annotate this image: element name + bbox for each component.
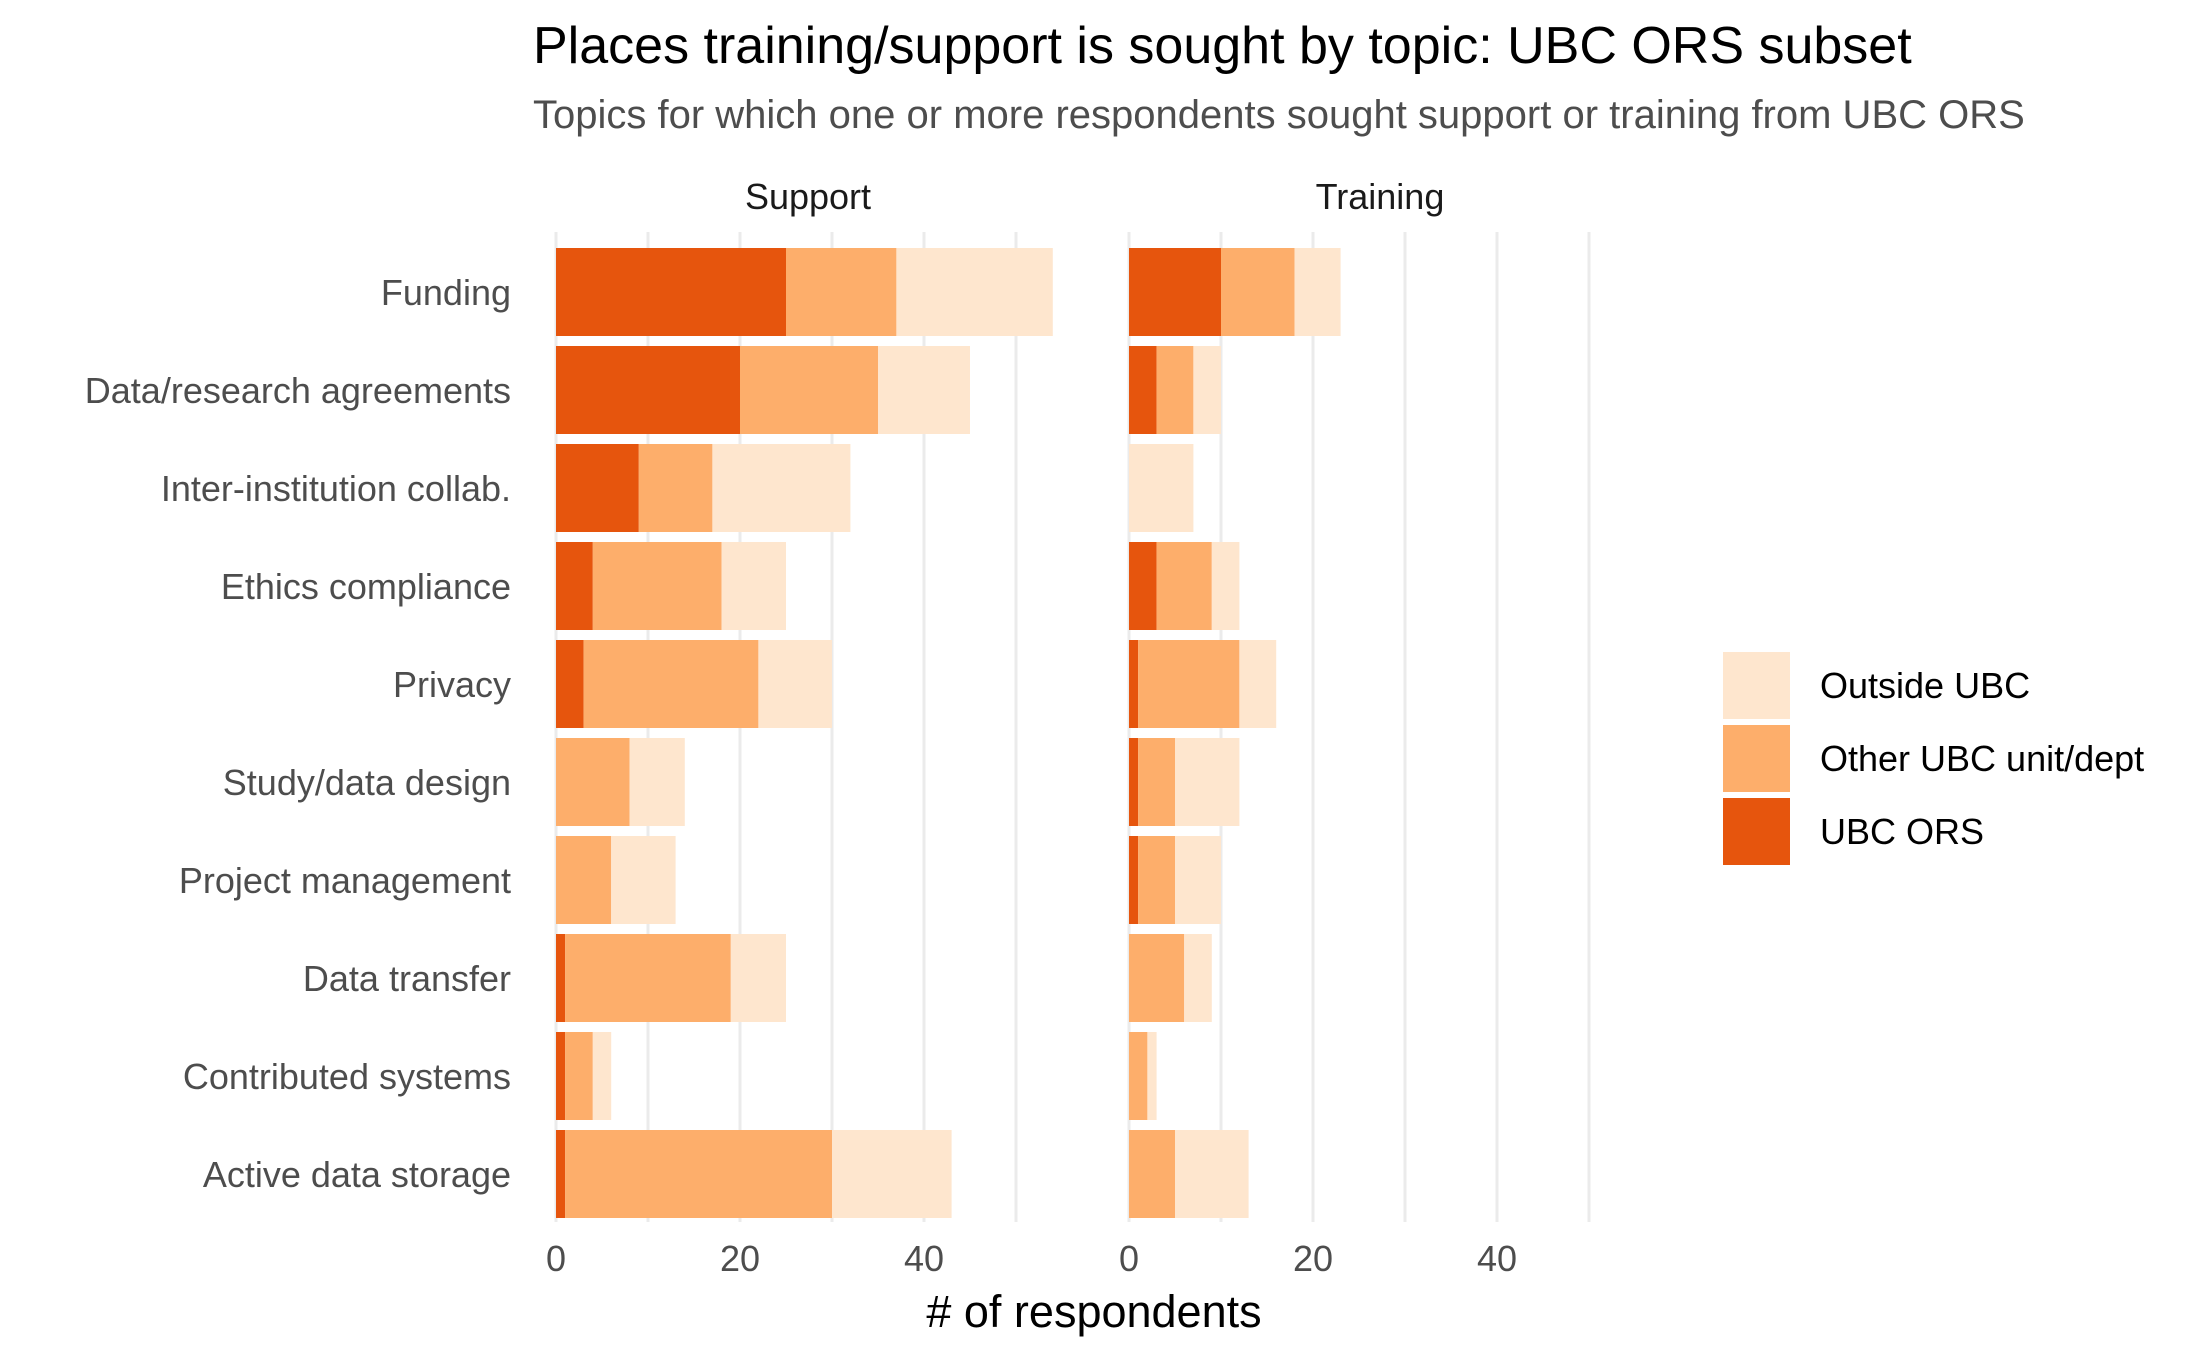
facet-label-support: Support bbox=[745, 176, 871, 217]
bar-support-data-transfer-outside-ubc bbox=[730, 934, 786, 1022]
x-tick-label: 0 bbox=[546, 1238, 566, 1279]
bar-support-inter-institution-collab-outside-ubc bbox=[712, 444, 851, 532]
bar-training-active-data-storage-outside-ubc bbox=[1175, 1130, 1249, 1218]
bar-training-ethics-compliance-ubc-ors bbox=[1129, 542, 1157, 630]
bar-support-data-research-agreements-outside-ubc bbox=[878, 346, 970, 434]
bar-support-data-research-agreements-other-ubc-unit-dept bbox=[740, 346, 878, 434]
bar-training-study-data-design-other-ubc-unit-dept bbox=[1138, 738, 1175, 826]
bar-training-data-research-agreements-ubc-ors bbox=[1129, 346, 1157, 434]
y-tick-label: Project management bbox=[179, 860, 511, 901]
bar-support-active-data-storage-ubc-ors bbox=[556, 1130, 566, 1218]
bar-training-privacy-ubc-ors bbox=[1129, 640, 1139, 728]
legend-label: Outside UBC bbox=[1820, 665, 2030, 706]
bar-training-data-transfer-outside-ubc bbox=[1184, 934, 1212, 1022]
legend-label: Other UBC unit/dept bbox=[1820, 738, 2144, 779]
bar-training-project-management-ubc-ors bbox=[1129, 836, 1139, 924]
bar-support-data-transfer-ubc-ors bbox=[556, 934, 566, 1022]
x-tick-label: 20 bbox=[720, 1238, 760, 1279]
bar-training-ethics-compliance-other-ubc-unit-dept bbox=[1156, 542, 1212, 630]
bar-training-funding-other-ubc-unit-dept bbox=[1221, 248, 1295, 336]
bar-support-funding-outside-ubc bbox=[896, 248, 1053, 336]
chart-title: Places training/support is sought by top… bbox=[533, 17, 1912, 75]
bar-training-inter-institution-collab-outside-ubc bbox=[1129, 444, 1194, 532]
legend: Outside UBC Other UBC unit/dept UBC ORS bbox=[1723, 652, 2144, 865]
legend-label: UBC ORS bbox=[1820, 811, 1984, 852]
bar-training-study-data-design-outside-ubc bbox=[1175, 738, 1240, 826]
x-axis-ticks: 0 20 40 0 20 40 bbox=[546, 1238, 1517, 1279]
bar-training-data-transfer-other-ubc-unit-dept bbox=[1129, 934, 1185, 1022]
bar-training-funding-ubc-ors bbox=[1129, 248, 1221, 336]
bar-training-project-management-outside-ubc bbox=[1175, 836, 1221, 924]
bar-training-active-data-storage-other-ubc-unit-dept bbox=[1129, 1130, 1175, 1218]
x-tick-label: 0 bbox=[1119, 1238, 1139, 1279]
facet-label-training: Training bbox=[1316, 176, 1445, 217]
y-tick-label: Active data storage bbox=[203, 1154, 511, 1195]
bar-support-inter-institution-collab-ubc-ors bbox=[556, 444, 639, 532]
bar-support-project-management-outside-ubc bbox=[611, 836, 676, 924]
bar-support-contributed-systems-ubc-ors bbox=[556, 1032, 566, 1120]
bar-support-active-data-storage-outside-ubc bbox=[832, 1130, 952, 1218]
bar-training-contributed-systems-other-ubc-unit-dept bbox=[1129, 1032, 1148, 1120]
bar-support-privacy-other-ubc-unit-dept bbox=[583, 640, 759, 728]
bar-support-data-transfer-other-ubc-unit-dept bbox=[565, 934, 731, 1022]
legend-swatch-outside-ubc bbox=[1723, 652, 1790, 719]
bar-support-ethics-compliance-outside-ubc bbox=[721, 542, 786, 630]
y-tick-label: Ethics compliance bbox=[221, 566, 511, 607]
bar-support-privacy-outside-ubc bbox=[758, 640, 832, 728]
bar-training-project-management-other-ubc-unit-dept bbox=[1138, 836, 1175, 924]
legend-swatch-ubc-ors bbox=[1723, 798, 1790, 865]
y-tick-label: Privacy bbox=[393, 664, 511, 705]
y-tick-label: Inter-institution collab. bbox=[161, 468, 511, 509]
y-tick-label: Funding bbox=[381, 272, 511, 313]
x-tick-label: 40 bbox=[904, 1238, 944, 1279]
x-tick-label: 40 bbox=[1477, 1238, 1517, 1279]
bar-training-contributed-systems-outside-ubc bbox=[1147, 1032, 1157, 1120]
y-axis-labels: Funding Data/research agreements Inter-ins… bbox=[85, 272, 511, 1195]
bar-support-data-research-agreements-ubc-ors bbox=[556, 346, 740, 434]
bar-support-study-data-design-other-ubc-unit-dept bbox=[556, 738, 630, 826]
chart-subtitle: Topics for which one or more respondents… bbox=[533, 93, 2025, 137]
bar-training-data-research-agreements-other-ubc-unit-dept bbox=[1156, 346, 1194, 434]
bar-support-ethics-compliance-ubc-ors bbox=[556, 542, 593, 630]
bar-support-privacy-ubc-ors bbox=[556, 640, 584, 728]
y-tick-label: Data transfer bbox=[303, 958, 511, 999]
bar-support-study-data-design-outside-ubc bbox=[629, 738, 685, 826]
bar-support-funding-ubc-ors bbox=[556, 248, 786, 336]
x-axis-title: # of respondents bbox=[926, 1286, 1261, 1337]
bar-support-ethics-compliance-other-ubc-unit-dept bbox=[592, 542, 722, 630]
facet-panels bbox=[554, 232, 1591, 1222]
legend-swatch-other-ubc-unit-dept bbox=[1723, 725, 1790, 792]
bar-training-privacy-other-ubc-unit-dept bbox=[1138, 640, 1240, 728]
y-tick-label: Data/research agreements bbox=[85, 370, 511, 411]
bar-support-project-management-other-ubc-unit-dept bbox=[556, 836, 612, 924]
bar-support-contributed-systems-outside-ubc bbox=[592, 1032, 612, 1120]
bar-training-funding-outside-ubc bbox=[1294, 248, 1341, 336]
bar-training-data-research-agreements-outside-ubc bbox=[1193, 346, 1221, 434]
y-tick-label: Study/data design bbox=[223, 762, 511, 803]
bar-support-active-data-storage-other-ubc-unit-dept bbox=[565, 1130, 832, 1218]
bar-training-privacy-outside-ubc bbox=[1239, 640, 1277, 728]
x-tick-label: 20 bbox=[1293, 1238, 1333, 1279]
panel-support bbox=[554, 232, 1053, 1222]
bar-support-funding-other-ubc-unit-dept bbox=[786, 248, 897, 336]
bar-training-ethics-compliance-outside-ubc bbox=[1211, 542, 1240, 630]
panel-training bbox=[1127, 232, 1591, 1222]
bar-training-study-data-design-ubc-ors bbox=[1129, 738, 1139, 826]
y-tick-label: Contributed systems bbox=[183, 1056, 511, 1097]
bar-support-inter-institution-collab-other-ubc-unit-dept bbox=[638, 444, 713, 532]
bar-support-contributed-systems-other-ubc-unit-dept bbox=[565, 1032, 593, 1120]
